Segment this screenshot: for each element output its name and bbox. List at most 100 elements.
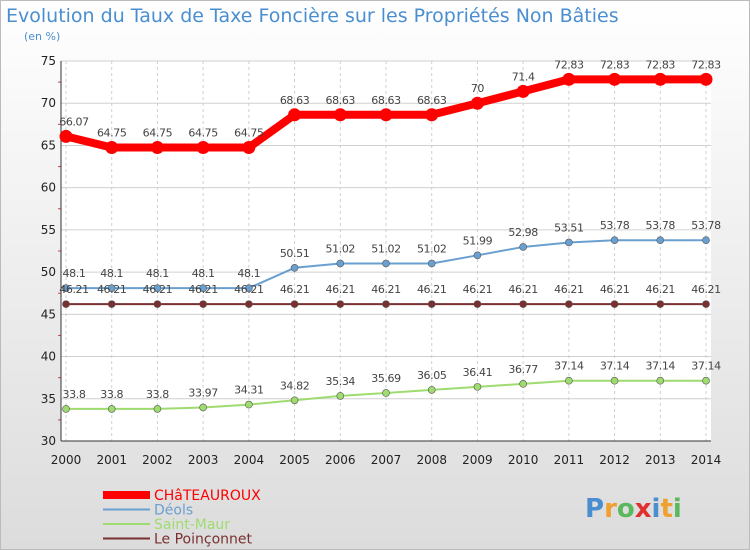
data-label: 48.1 [100, 267, 123, 280]
x-tick-label: 2012 [599, 453, 630, 467]
x-tick-label: 2010 [508, 453, 539, 467]
data-label: 46.21 [463, 283, 493, 296]
data-point [610, 300, 619, 308]
data-point [562, 72, 576, 86]
data-point [62, 405, 70, 413]
data-label: 72.83 [646, 58, 676, 71]
logo-letter: i [652, 494, 661, 524]
data-point [425, 108, 439, 122]
data-point [245, 400, 253, 409]
data-label: 34.82 [280, 379, 310, 392]
data-label: 33.8 [146, 388, 169, 401]
data-label: 46.21 [508, 283, 538, 296]
data-point [153, 284, 162, 292]
data-point [610, 376, 619, 385]
data-label: 35.69 [371, 372, 401, 385]
data-point [336, 259, 345, 268]
data-label: 46.21 [97, 283, 127, 296]
data-label: 72.83 [554, 58, 584, 71]
data-point [608, 72, 622, 86]
data-point [59, 129, 73, 143]
data-label: 46.21 [600, 283, 630, 296]
y-tick-label: 40 [41, 350, 56, 364]
data-point [699, 72, 713, 86]
data-label: 72.83 [691, 58, 721, 71]
x-tick-label: 2005 [279, 453, 310, 467]
data-point [427, 300, 436, 308]
data-label: 46.21 [691, 283, 721, 296]
data-label: 53.78 [600, 219, 630, 232]
y-tick-label: 75 [41, 54, 56, 68]
data-label: 53.78 [646, 219, 676, 232]
data-label: 46.21 [371, 283, 401, 296]
y-tick-label: 50 [41, 265, 56, 279]
data-label: 71.4 [512, 70, 535, 83]
data-label: 33.8 [100, 388, 123, 401]
data-label: 68.63 [371, 94, 401, 107]
chart-subtitle: (en %) [24, 30, 60, 43]
x-tick-label: 2013 [645, 453, 676, 467]
logo-letter: P [585, 494, 604, 524]
data-label: 64.75 [188, 127, 218, 140]
data-point [153, 300, 162, 308]
data-label: 46.21 [234, 283, 264, 296]
legend-label: CHâTEAUROUX [154, 488, 261, 504]
x-tick-label: 2008 [416, 453, 447, 467]
data-point [382, 259, 390, 268]
logo-letter: t [660, 494, 672, 524]
data-label: 48.1 [237, 267, 260, 280]
proxiti-logo: Proxiti [585, 494, 682, 524]
y-tick-label: 60 [41, 181, 56, 195]
data-label: 46.21 [646, 283, 676, 296]
x-tick-label: 2003 [188, 453, 219, 467]
data-point [245, 300, 253, 308]
data-label: 50.51 [280, 247, 310, 260]
x-tick-label: 2014 [691, 453, 722, 467]
y-tick-label: 35 [41, 392, 56, 406]
legend-label: Le Poinçonnet [154, 532, 253, 548]
legend-label: Déols [154, 503, 193, 519]
data-point [473, 383, 482, 391]
data-label: 48.1 [192, 267, 215, 280]
data-point [290, 264, 299, 272]
data-point [62, 284, 70, 292]
data-point [565, 376, 573, 385]
data-label: 64.75 [234, 127, 264, 140]
data-point [196, 141, 210, 155]
data-label: 36.77 [508, 363, 538, 376]
data-label: 66.07 [59, 115, 89, 128]
x-tick-label: 2000 [51, 453, 82, 467]
data-label: 46.21 [59, 283, 89, 296]
data-label: 34.31 [234, 384, 264, 397]
data-label: 37.14 [600, 360, 630, 373]
data-point [245, 284, 253, 292]
legend-label: Saint-Maur [154, 517, 230, 533]
data-label: 46.21 [143, 283, 173, 296]
data-label: 51.99 [463, 234, 493, 247]
y-tick-label: 70 [41, 96, 56, 110]
data-point [427, 259, 436, 268]
data-point [382, 389, 390, 397]
x-tick-label: 2009 [462, 453, 493, 467]
plot-area [61, 61, 711, 441]
data-point [519, 380, 527, 388]
data-label: 51.02 [371, 242, 401, 255]
data-point [565, 300, 573, 308]
data-point [656, 236, 665, 244]
data-point [702, 376, 710, 385]
data-point [288, 108, 302, 122]
data-label: 36.41 [463, 366, 493, 379]
data-label: 68.63 [326, 94, 356, 107]
logo-letter: i [673, 494, 682, 524]
data-point [153, 405, 162, 413]
data-point [565, 238, 573, 247]
data-label: 64.75 [97, 127, 127, 140]
data-label: 53.78 [691, 219, 721, 232]
data-label: 68.63 [280, 94, 310, 107]
data-label: 46.21 [554, 283, 584, 296]
data-label: 33.97 [188, 386, 218, 399]
data-point [610, 236, 619, 244]
data-point [473, 251, 482, 260]
data-label: 53.51 [554, 221, 584, 234]
